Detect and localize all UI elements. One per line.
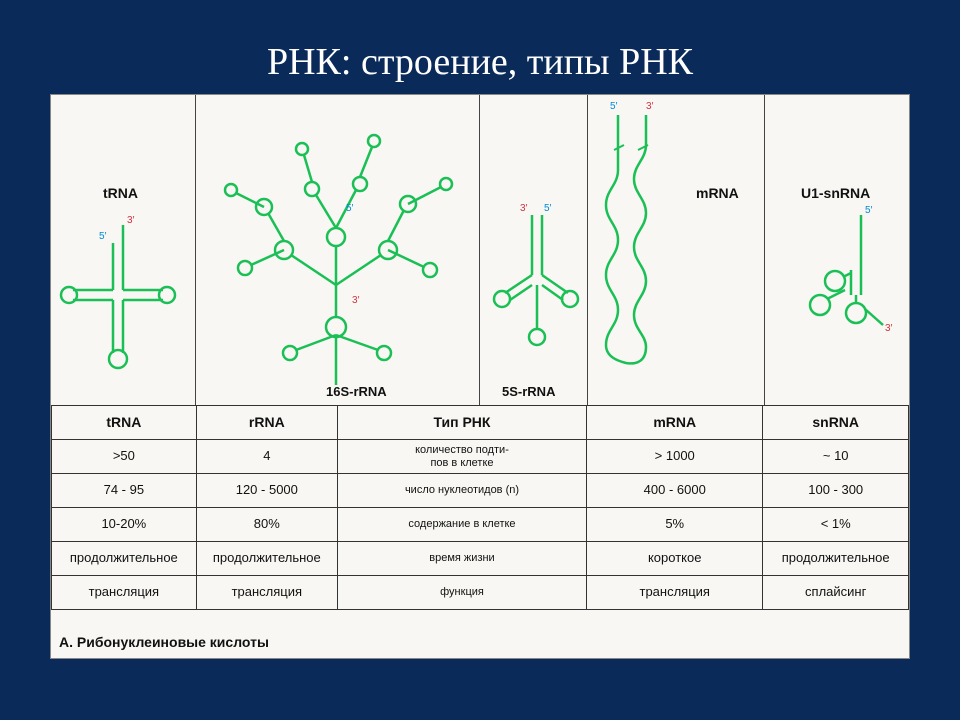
row-label: функция [337,576,586,610]
end5-trna: 5′ [99,231,106,242]
sn-icon [765,95,911,405]
table-row: трансляциятрансляцияфункциятрансляцияспл… [52,576,909,610]
row-label: содержание в клетке [337,508,586,542]
end3-s5: 3′ [520,203,527,214]
rna-table: tRNA rRNA Тип РНК mRNA snRNA >504количес… [51,405,909,610]
panel-5s: 5′ 3′ 5S-rRNA [480,95,588,405]
panel-mrna: mRNA 5′ 3′ [588,95,765,405]
table-cell: продолжительное [763,542,909,576]
end3-rrna: 3′ [352,295,359,306]
table-body: >504количество подти-пов в клетке> 1000~… [52,440,909,610]
end5-rrna: 5′ [346,203,353,214]
slide: РНК: строение, типы РНК tRNA [0,0,960,720]
end5-mrna: 5′ [610,101,617,112]
figure-card: tRNA [50,94,910,659]
table-cell: 120 - 5000 [196,474,337,508]
panel-rrna: 5′ 3′ 16S-rRNA [196,95,480,405]
table-cell: ~ 10 [763,440,909,474]
table-cell: < 1% [763,508,909,542]
trna-icon [51,95,196,405]
figure-caption: А. Рибонуклеиновые кислоты [59,634,269,650]
panel-trna: tRNA [51,95,196,405]
hdr-mrna: mRNA [587,406,763,440]
table-row: продолжительноепродолжительноевремя жизн… [52,542,909,576]
end5-sn: 5′ [865,205,872,216]
table-cell: 5% [587,508,763,542]
table-cell: 100 - 300 [763,474,909,508]
table-row: 74 - 95120 - 5000число нуклеотидов (n)40… [52,474,909,508]
table-row: >504количество подти-пов в клетке> 1000~… [52,440,909,474]
table-cell: 80% [196,508,337,542]
label-16s: 16S-rRNA [326,384,387,399]
table-cell: 400 - 6000 [587,474,763,508]
rrna-icon [196,95,480,405]
table-row: 10-20%80%содержание в клетке5%< 1% [52,508,909,542]
table-cell: трансляция [52,576,197,610]
end5-s5: 5′ [544,203,551,214]
hdr-rrna: rRNA [196,406,337,440]
table-cell: короткое [587,542,763,576]
table-cell: продолжительное [52,542,197,576]
hdr-trna: tRNA [52,406,197,440]
hdr-snrna: snRNA [763,406,909,440]
end3-trna: 3′ [127,215,134,226]
table-cell: > 1000 [587,440,763,474]
row-label: время жизни [337,542,586,576]
table-cell: трансляция [587,576,763,610]
table-cell: продолжительное [196,542,337,576]
panel-sn: U1-snRNA 5′ 3′ [765,95,911,405]
hdr-type: Тип РНК [337,406,586,440]
diagram-area: tRNA [51,95,909,405]
s5-icon [480,95,588,405]
page-title: РНК: строение, типы РНК [50,40,910,84]
table-cell: сплайсинг [763,576,909,610]
label-5s: 5S-rRNA [502,384,555,399]
mrna-icon [588,95,765,405]
end3-sn: 3′ [885,323,892,334]
row-label: количество подти-пов в клетке [337,440,586,474]
table-cell: 4 [196,440,337,474]
table-cell: 74 - 95 [52,474,197,508]
table-header-row: tRNA rRNA Тип РНК mRNA snRNA [52,406,909,440]
table-cell: трансляция [196,576,337,610]
table-cell: >50 [52,440,197,474]
end3-mrna: 3′ [646,101,653,112]
row-label: число нуклеотидов (n) [337,474,586,508]
table-cell: 10-20% [52,508,197,542]
